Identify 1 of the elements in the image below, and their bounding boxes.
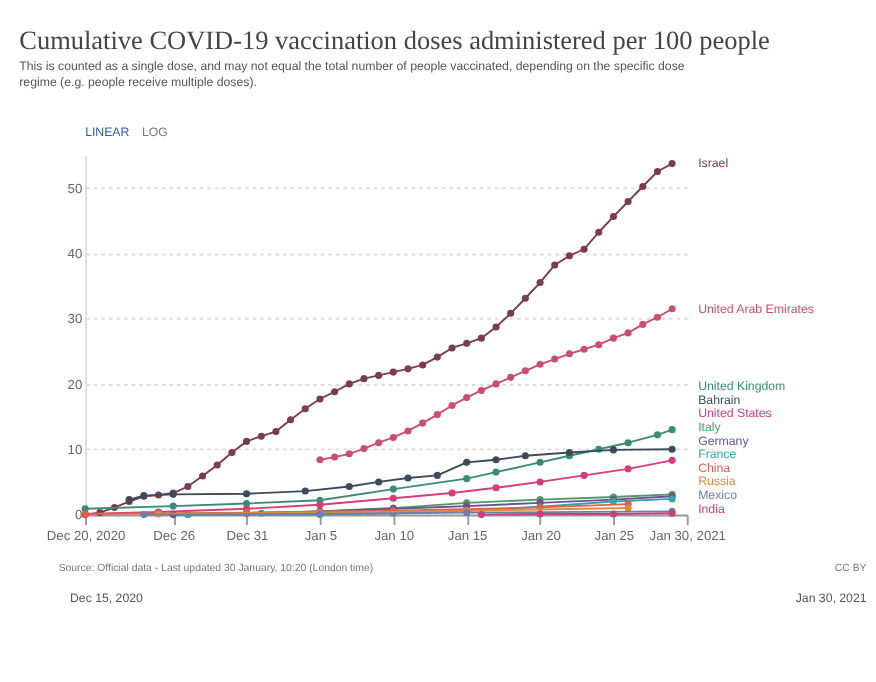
chart-title: Cumulative COVID-19 vaccination doses administered per 100 people (19, 25, 771, 56)
